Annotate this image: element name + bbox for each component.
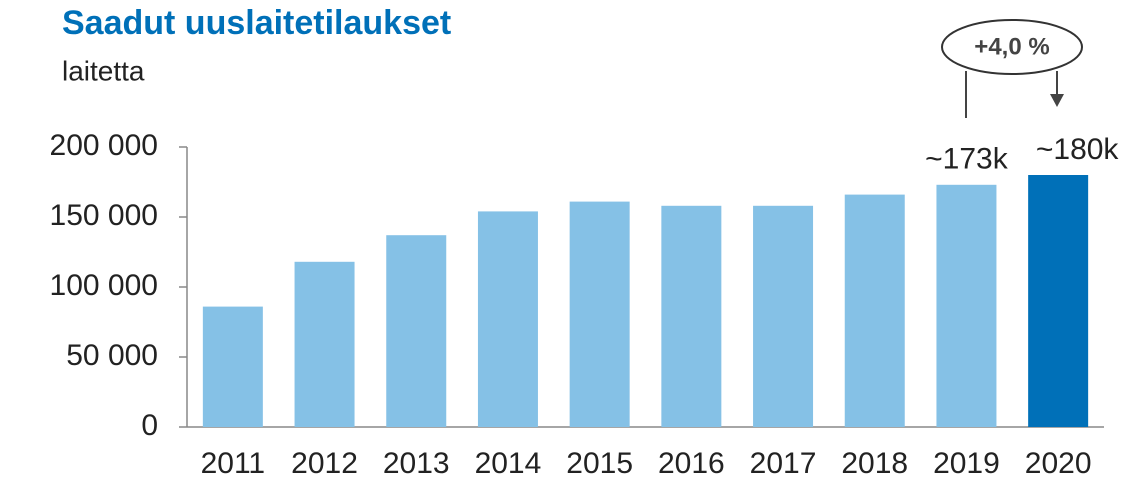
x-tick-label: 2012 [291, 447, 358, 479]
y-tick-label: 100 000 [50, 269, 158, 302]
bar [477, 211, 538, 427]
bar [294, 261, 355, 427]
x-tick-label: 2020 [1025, 447, 1092, 479]
arrow-head [1050, 94, 1064, 107]
chart-subtitle: laitetta [62, 55, 145, 86]
value-label: ~180k [1036, 133, 1120, 166]
bar [844, 194, 905, 427]
bar [753, 205, 814, 427]
y-tick-label: 150 000 [50, 199, 158, 232]
bar [569, 201, 630, 427]
x-tick-label: 2015 [566, 447, 633, 479]
y-tick-label: 0 [141, 409, 158, 442]
chart-title: Saadut uuslaitetilaukset [62, 4, 451, 42]
x-tick-label: 2018 [841, 447, 908, 479]
y-tick-label: 200 000 [50, 129, 158, 162]
bar [202, 306, 263, 427]
y-tick-label: 50 000 [66, 339, 158, 372]
bar [1028, 175, 1089, 427]
bar [386, 235, 447, 427]
x-tick-label: 2011 [201, 447, 266, 479]
annotation-bubble [941, 19, 1083, 75]
annotation: +4,0 % [974, 33, 1049, 60]
x-tick-label: 2013 [383, 447, 450, 479]
x-tick-label: 2016 [658, 447, 725, 479]
x-tick-label: 2017 [750, 447, 817, 479]
bar [936, 184, 997, 427]
x-tick-label: 2014 [475, 447, 542, 479]
x-tick-label: 2019 [933, 447, 1000, 479]
bar [661, 205, 722, 427]
value-label: ~173k [925, 143, 1009, 176]
